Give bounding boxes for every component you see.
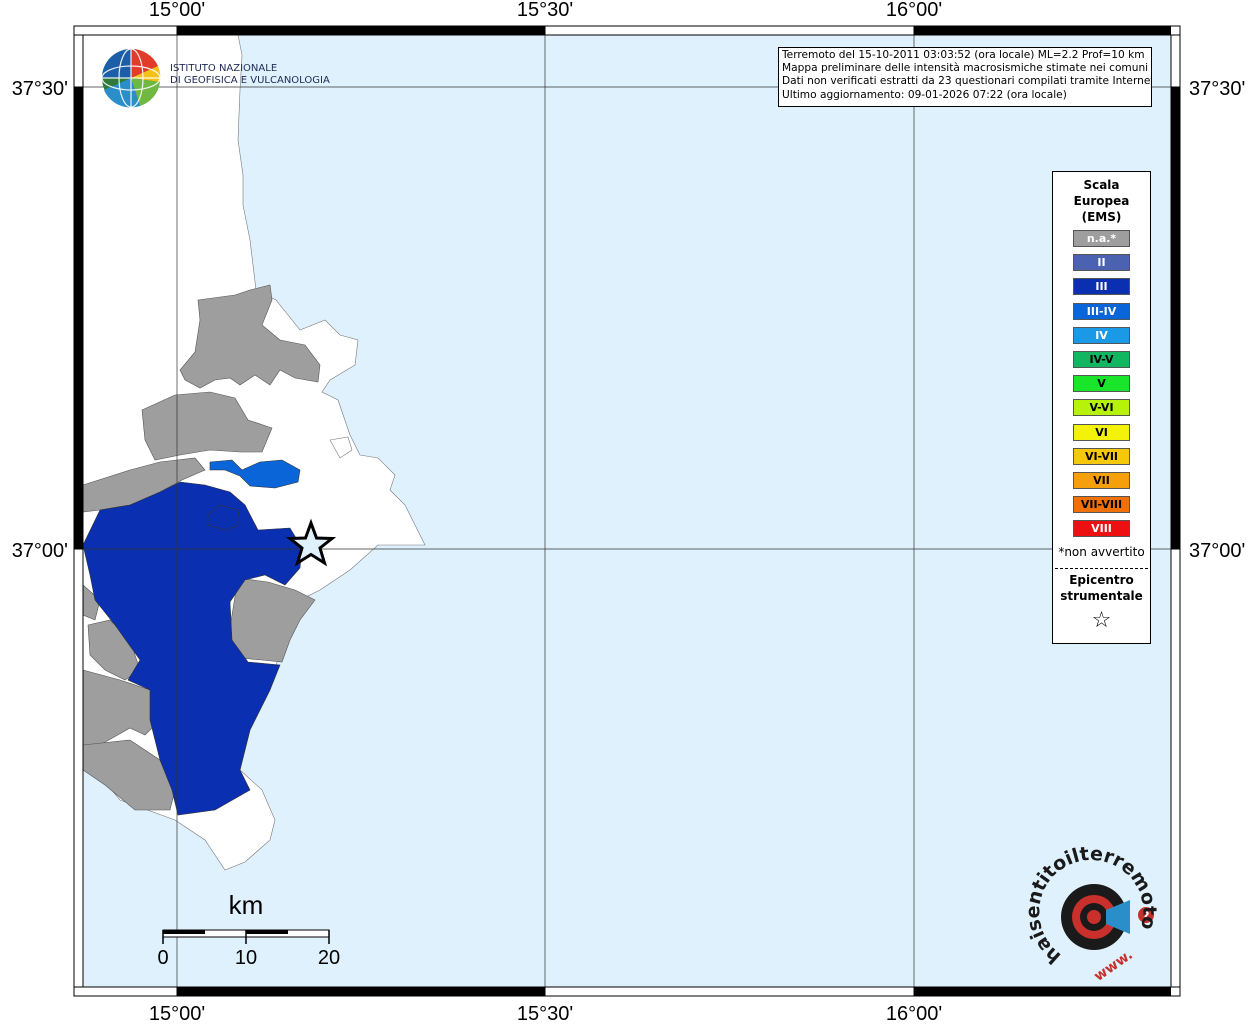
lat-label-left-1: 37°30' bbox=[12, 78, 68, 100]
graticule bbox=[83, 35, 1171, 987]
legend-title-3: (EMS) bbox=[1081, 210, 1122, 224]
legend-note: *non avvertito bbox=[1058, 545, 1145, 559]
legend-epicenter: Epicentro strumentale bbox=[1053, 572, 1150, 604]
lon-label-bottom-3: 16°00' bbox=[886, 1003, 942, 1024]
region-grey-sw3 bbox=[82, 739, 176, 811]
legend-epicenter-2: strumentale bbox=[1060, 589, 1143, 603]
map-frame bbox=[73, 25, 1181, 997]
region-intensity-III-IV bbox=[209, 459, 301, 489]
lon-label-top-2: 15°30' bbox=[517, 0, 573, 21]
info-line1: Terremoto del 15-10-2011 03:03:52 (ora l… bbox=[782, 49, 1145, 61]
region-grey-north bbox=[179, 284, 321, 389]
scale-unit: km bbox=[229, 890, 264, 920]
info-line2: Mappa preliminare delle intensità macros… bbox=[782, 62, 1149, 75]
brand-mark: ? bbox=[1143, 909, 1150, 923]
legend-item-vii-viii: VII-VIII bbox=[1073, 496, 1130, 514]
legend-item-iv-v: IV-V bbox=[1073, 351, 1130, 368]
lat-label-left-2: 37°00' bbox=[12, 540, 68, 562]
legend-item-viii: VIII bbox=[1073, 520, 1130, 538]
ems-legend: Scala Europea (EMS) n.a.* II III III-IV IV IV… bbox=[1052, 171, 1151, 644]
legend-star-icon: ☆ bbox=[1091, 608, 1112, 633]
legend-title-2: Europea bbox=[1073, 194, 1130, 208]
lat-label-right-2: 37°00' bbox=[1189, 540, 1245, 562]
lon-label-bottom-2: 15°30' bbox=[517, 1003, 573, 1024]
legend-item-iii-iv: III-IV bbox=[1073, 302, 1130, 320]
info-line4: Ultimo aggiornamento: 09-01-2026 07:22 (… bbox=[782, 88, 1067, 101]
legend-title-1: Scala bbox=[1083, 178, 1120, 192]
legend-item-iv: IV bbox=[1073, 326, 1130, 344]
legend-epicenter-1: Epicentro bbox=[1069, 573, 1134, 587]
legend-item-n-a-: n.a.* bbox=[1073, 230, 1130, 247]
region-grey-west bbox=[141, 391, 273, 461]
region-intensity-III bbox=[82, 481, 303, 816]
legend-item-v-vi: V-VI bbox=[1073, 399, 1130, 417]
legend-item-ii: II bbox=[1073, 254, 1130, 272]
ingv-logo-text: ISTITUTO NAZIONALE DI GEOFISICA E VULCAN… bbox=[170, 63, 330, 87]
ingv-globe-icon bbox=[101, 48, 161, 108]
lon-label-bottom-1: 15°00' bbox=[149, 1003, 205, 1024]
legend-item-iii: III bbox=[1073, 278, 1130, 296]
region-outline-inner bbox=[207, 504, 241, 531]
legend-separator bbox=[1055, 568, 1148, 569]
lat-label-right-1: 37°30' bbox=[1189, 78, 1245, 100]
region-grey-center bbox=[82, 457, 206, 513]
ingv-line2: DI GEOFISICA E VULCANOLOGIA bbox=[170, 75, 330, 86]
scale-bar: km 0 10 20 bbox=[157, 890, 340, 969]
scale-tick-10: 10 bbox=[235, 947, 257, 969]
legend-item-vi-vii: VI-VII bbox=[1073, 447, 1130, 465]
land-white-east bbox=[329, 436, 353, 459]
legend-item-vi: VI bbox=[1073, 423, 1130, 441]
legend-title: Scala Europea (EMS) bbox=[1053, 177, 1150, 225]
lon-label-top-1: 15°00' bbox=[149, 0, 205, 21]
event-info-box: Terremoto del 15-10-2011 03:03:52 (ora l… bbox=[778, 47, 1152, 107]
scale-tick-0: 0 bbox=[157, 947, 168, 969]
legend-item-v: V bbox=[1073, 375, 1130, 393]
ingv-line1: ISTITUTO NAZIONALE bbox=[170, 63, 278, 74]
epicenter-star-icon bbox=[285, 518, 337, 567]
lon-label-top-3: 16°00' bbox=[886, 0, 942, 21]
info-line3: Dati non verificati estratti da 23 quest… bbox=[782, 75, 1152, 88]
legend-item-vii: VII bbox=[1073, 472, 1130, 489]
scale-tick-20: 20 bbox=[318, 947, 340, 969]
